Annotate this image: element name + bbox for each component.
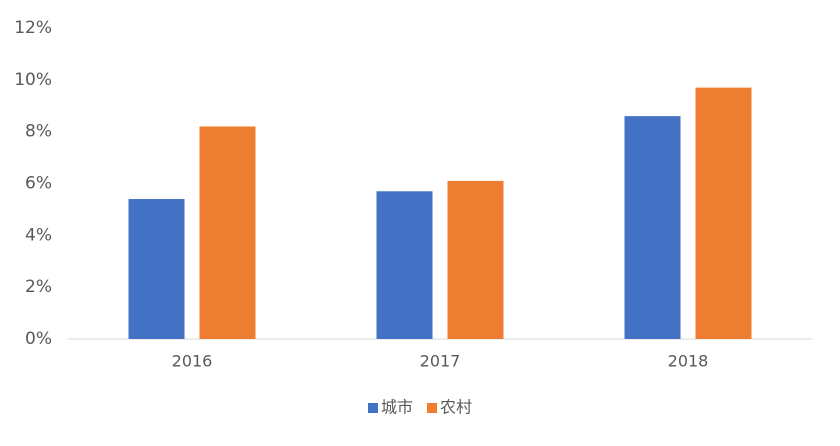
x-tick-label: 2018 <box>668 352 709 371</box>
x-tick-label: 2016 <box>172 352 213 371</box>
x-tick-label: 2017 <box>420 352 461 371</box>
bar <box>624 116 681 339</box>
bar <box>376 191 433 339</box>
y-tick-label: 10% <box>14 70 52 90</box>
y-tick-label: 8% <box>25 122 52 142</box>
bar <box>128 199 185 339</box>
bar <box>199 126 256 339</box>
legend-swatch <box>427 403 438 413</box>
y-tick-label: 4% <box>25 225 52 245</box>
bar <box>695 87 752 339</box>
legend-swatch <box>368 403 378 413</box>
bar <box>447 180 504 339</box>
y-tick-label: 12% <box>14 18 52 38</box>
y-tick-label: 0% <box>25 329 52 349</box>
y-tick-label: 6% <box>25 174 52 194</box>
y-tick-label: 2% <box>25 277 52 297</box>
legend-label: 农村 <box>440 398 472 417</box>
legend-label: 城市 <box>381 398 413 417</box>
